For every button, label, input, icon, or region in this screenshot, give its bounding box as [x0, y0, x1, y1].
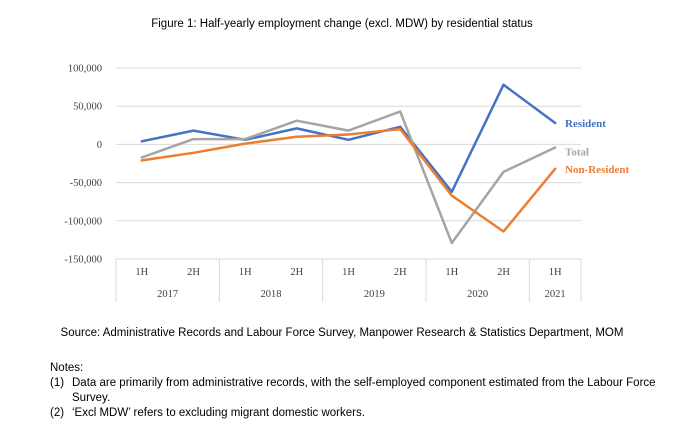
note-text: ‘Excl MDW’ refers to excluding migrant d…	[72, 407, 365, 419]
note-number: (1)	[50, 377, 65, 389]
source-text: Source: Administrative Records and Labou…	[60, 327, 624, 339]
x-tick-label: 1H	[342, 267, 355, 278]
notes-heading: Notes:	[50, 362, 84, 374]
x-year-label: 2021	[545, 289, 566, 300]
note-text: Data are primarily from administrative r…	[72, 377, 656, 404]
y-tick-label: -150,000	[64, 255, 102, 266]
y-tick-label: -100,000	[64, 216, 102, 227]
series-label: Non-Resident	[565, 164, 630, 176]
note-number: (2)	[50, 407, 65, 419]
x-tick-label: 1H	[239, 267, 252, 278]
series-label: Resident	[565, 118, 606, 130]
x-year-label: 2018	[261, 289, 282, 300]
series-line-total	[140, 110, 557, 245]
x-tick-label: 2H	[187, 267, 200, 278]
note-item: (2) ‘Excl MDW’ refers to excluding migra…	[50, 406, 660, 421]
y-tick-label: -50,000	[70, 178, 102, 189]
chart-title: Figure 1: Half-yearly employment change …	[151, 18, 533, 30]
series-label: Total	[565, 146, 589, 158]
note-item: (1) Data are primarily from administrati…	[50, 376, 660, 406]
line-chart: 100,000 50,000 0 -50,000 -100,000 -150,000 201…	[64, 64, 630, 302]
x-tick-label: 1H	[549, 267, 562, 278]
x-tick-label: 2H	[394, 267, 407, 278]
y-tick-label: 0	[97, 140, 102, 151]
y-tick-label: 50,000	[73, 102, 102, 113]
x-year-label: 2020	[467, 289, 488, 300]
x-tick-label: 2H	[497, 267, 510, 278]
x-tick-label: 2H	[290, 267, 303, 278]
x-tick-label: 1H	[135, 267, 148, 278]
x-year-label: 2017	[157, 289, 178, 300]
series-line-resident	[140, 83, 557, 194]
x-year-label: 2019	[364, 289, 385, 300]
y-tick-label: 100,000	[68, 64, 102, 75]
series-line-non-resident	[140, 127, 557, 233]
x-tick-label: 1H	[445, 267, 458, 278]
notes-section: Notes: (1) Data are primarily from admin…	[50, 361, 660, 421]
